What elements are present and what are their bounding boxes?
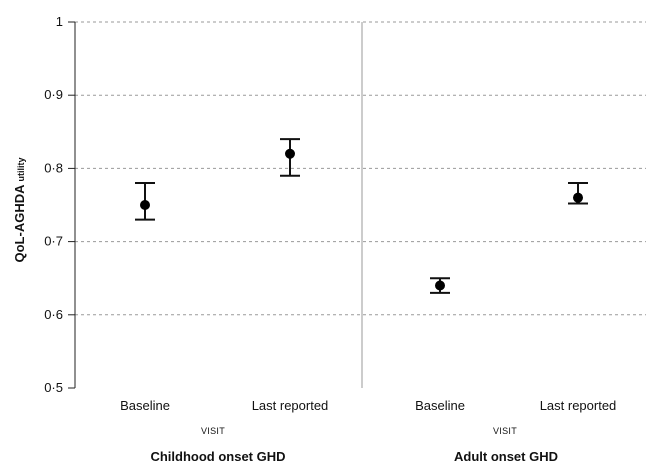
- y-tick-label: 0·9: [44, 87, 63, 102]
- data-point: [285, 148, 295, 159]
- y-tick-label: 1: [56, 14, 63, 29]
- y-tick-label: 0·7: [44, 234, 63, 249]
- x-axis-label: VISIT: [493, 426, 517, 436]
- gridlines: [75, 21, 646, 316]
- data-marks: [135, 138, 588, 294]
- y-axis-label: QoL-AGHDA utility: [12, 158, 27, 263]
- y-axis-label-sub: utility: [16, 158, 26, 182]
- group-label: Adult onset GHD: [454, 449, 558, 464]
- data-point: [140, 200, 150, 210]
- labels: 0·5 0·6 0·7 0·8 0·9 1 Baseline Last reported VIS…: [44, 14, 616, 464]
- x-category-label: Baseline: [120, 398, 170, 413]
- y-axis-label-main: QoL-AGHDA: [12, 184, 27, 263]
- group-label: Childhood onset GHD: [150, 449, 285, 464]
- data-point: [435, 280, 445, 291]
- x-axis-label: VISIT: [201, 426, 225, 436]
- axes: [68, 21, 363, 389]
- y-tick-label: 0·5: [44, 380, 63, 395]
- x-category-label: Last reported: [252, 398, 329, 413]
- x-category-label: Last reported: [540, 398, 617, 413]
- data-point: [573, 192, 583, 203]
- y-tick-label: 0·6: [44, 307, 63, 322]
- y-tick-label: 0·8: [44, 160, 63, 175]
- x-category-label: Baseline: [415, 398, 465, 413]
